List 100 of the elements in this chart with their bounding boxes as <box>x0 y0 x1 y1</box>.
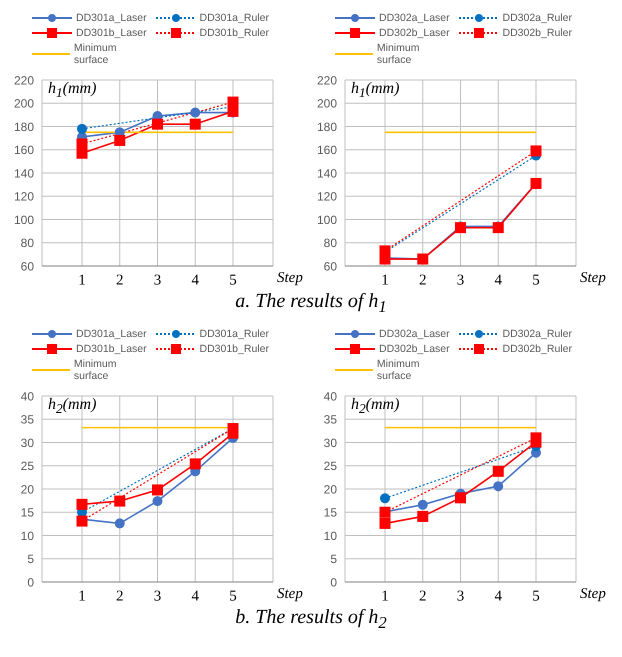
legend-label: DD301a_Laser <box>76 328 147 340</box>
y-tick-label: 20 <box>20 482 34 496</box>
text: a. The results of h$_{1}$ <box>235 290 387 316</box>
point <box>76 498 88 510</box>
x-tick-label: 5 <box>532 272 540 289</box>
x-axis-title: Step <box>580 270 606 286</box>
y-tick-label: 220 <box>316 73 338 88</box>
y-tick-label: 10 <box>20 528 34 543</box>
x-tick-label: 2 <box>116 588 124 605</box>
point <box>190 118 201 130</box>
point <box>380 493 390 504</box>
text: b. The results of h$_{2}$ <box>235 606 387 632</box>
y-tick-label: 15 <box>20 506 34 520</box>
y-tick-label: 10 <box>324 528 338 543</box>
x-tick-label: 5 <box>532 588 540 605</box>
y-tick-label: 35 <box>20 412 34 427</box>
legend-label: DD302a_Ruler <box>502 328 572 340</box>
x-tick-label: 2 <box>419 588 426 605</box>
point <box>77 124 87 134</box>
point <box>417 510 428 522</box>
y-tick-label: 40 <box>20 389 34 404</box>
x-tick-label: 1 <box>381 588 389 605</box>
y-tick-label: 20 <box>324 482 338 496</box>
x-tick-label: 3 <box>456 588 464 605</box>
y-axis-title: h$_{2}$(mm) <box>48 396 96 418</box>
y-tick-label: 120 <box>316 190 338 204</box>
legend-label: DD302b_Ruler <box>502 343 572 355</box>
point <box>493 481 504 492</box>
x-tick-label: 1 <box>78 588 86 605</box>
x-tick-label: 1 <box>78 272 86 289</box>
legend-label: DD302a_Ruler <box>502 12 572 24</box>
point <box>152 484 163 496</box>
y-tick-label: 140 <box>316 166 338 180</box>
point <box>114 496 126 507</box>
legend-label: DD302a_Laser <box>379 12 450 24</box>
legend-label: Minimum surface <box>74 42 118 66</box>
x-tick-label: 3 <box>154 588 162 605</box>
y-tick-label: 60 <box>324 259 338 274</box>
x-tick-label: 4 <box>192 272 200 289</box>
legend-label: DD301b_Laser <box>76 343 147 355</box>
y-tick-label: 25 <box>20 459 34 474</box>
y-tick-label: 100 <box>316 212 338 227</box>
legend-label: DD301a_Laser <box>76 12 147 24</box>
y-tick-label: 80 <box>324 236 338 250</box>
y-tick-label: 100 <box>14 212 34 227</box>
y-tick-label: 5 <box>330 552 338 566</box>
y-tick-label: 180 <box>14 120 34 134</box>
y-tick-label: 25 <box>324 459 338 474</box>
legend-label: DD301b_Laser <box>76 27 147 39</box>
point <box>530 145 542 156</box>
legend-label: DD301a_Ruler <box>200 328 269 340</box>
y-tick-label: 220 <box>14 73 34 88</box>
legend-label: DD301a_Ruler <box>200 12 269 24</box>
legend-label: Minimum surface <box>376 42 420 66</box>
x-tick-label: 3 <box>154 272 162 289</box>
y-tick-label: 35 <box>324 412 338 427</box>
x-axis-title: Step <box>277 586 304 602</box>
legend-label: DD302a_Laser <box>379 328 450 340</box>
point <box>152 118 163 130</box>
y-tick-label: 160 <box>316 143 338 158</box>
y-tick-label: 30 <box>20 436 34 450</box>
y-tick-label: 120 <box>14 190 34 204</box>
x-tick-label: 4 <box>494 272 502 289</box>
point <box>455 492 466 504</box>
y-tick-label: 200 <box>14 96 34 111</box>
x-axis-title: Step <box>277 270 304 286</box>
legend-label: DD302b_Laser <box>379 343 450 355</box>
y-tick-label: 180 <box>316 120 338 134</box>
y-tick-label: 160 <box>14 143 34 158</box>
y-axis-title: h$_{1}$(mm) <box>48 80 96 102</box>
y-tick-label: 15 <box>324 506 338 520</box>
point <box>418 500 428 510</box>
y-axis-title: h$_{2}$(mm) <box>351 396 400 418</box>
y-tick-label: 140 <box>14 166 34 180</box>
y-tick-label: 0 <box>330 575 338 590</box>
point <box>190 108 200 118</box>
legend-label: Minimum surface <box>74 358 118 382</box>
y-tick-label: 0 <box>27 575 34 590</box>
x-tick-label: 4 <box>494 588 502 605</box>
legend-label: DD301b_Ruler <box>200 27 269 39</box>
point <box>114 134 126 146</box>
x-tick-label: 2 <box>116 272 124 289</box>
legend-label: DD302b_Laser <box>379 27 450 39</box>
x-tick-label: 3 <box>456 272 464 289</box>
point <box>152 496 162 506</box>
x-tick-label: 1 <box>381 272 389 289</box>
x-tick-label: 4 <box>192 588 200 605</box>
legend-label: DD302b_Ruler <box>502 27 572 39</box>
legend-label: DD301b_Ruler <box>200 343 269 355</box>
point <box>76 138 88 150</box>
y-tick-label: 80 <box>20 236 34 250</box>
legend-label: Minimum surface <box>376 358 420 382</box>
point <box>114 518 125 528</box>
y-tick-label: 60 <box>20 259 34 274</box>
x-tick-label: 5 <box>229 588 237 605</box>
y-tick-label: 5 <box>27 552 34 566</box>
point <box>380 518 390 529</box>
y-tick-label: 40 <box>324 389 338 404</box>
point <box>492 466 504 477</box>
y-tick-label: 200 <box>316 96 338 111</box>
